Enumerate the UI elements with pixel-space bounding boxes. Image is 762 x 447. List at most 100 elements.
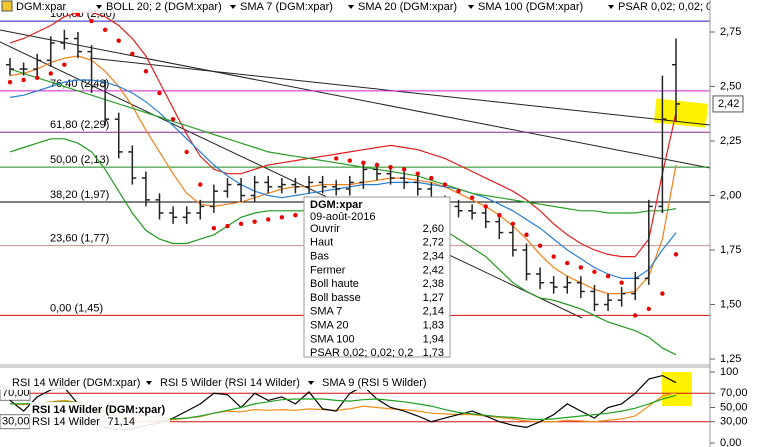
legend-title: DGM:xpar bbox=[16, 1, 66, 13]
tooltip-value: 1,27 bbox=[423, 292, 444, 304]
trend-line bbox=[89, 57, 711, 126]
trend-line bbox=[0, 29, 711, 169]
psar-dot bbox=[442, 182, 448, 187]
level-label: 38,20 (1,97) bbox=[50, 189, 109, 201]
tooltip-value: 2,60 bbox=[423, 223, 444, 235]
psar-dot bbox=[198, 182, 203, 187]
psar-dot bbox=[578, 265, 584, 270]
level-label: 0,00 (1,45) bbox=[50, 302, 103, 314]
tooltip-value: 1,73 bbox=[423, 347, 444, 359]
psar-dot bbox=[184, 149, 189, 155]
y-tick-label: 50,00 bbox=[720, 401, 748, 413]
panel-separator bbox=[0, 364, 762, 368]
legend-entry: SMA 20 (DGM:xpar) bbox=[358, 1, 457, 13]
level-label: 100,00 (2,80) bbox=[50, 8, 115, 20]
tooltip-value: 2,34 bbox=[423, 251, 444, 263]
psar-dot bbox=[605, 273, 611, 279]
tooltip-label: Boll haute bbox=[310, 278, 359, 290]
tooltip-label: Fermer bbox=[310, 264, 346, 276]
legend-entry: SMA 7 (DGM:xpar) bbox=[240, 1, 333, 13]
psar-dot bbox=[429, 175, 434, 181]
psar-dot bbox=[388, 164, 393, 170]
tooltip-label: Ouvrir bbox=[310, 223, 340, 235]
psar-dot bbox=[646, 306, 652, 312]
psar-dot bbox=[619, 280, 624, 285]
legend-entry: RSI 14 Wilder (DGM:xpar) bbox=[12, 377, 140, 389]
last-price-box bbox=[712, 95, 744, 113]
psar-dot bbox=[225, 223, 230, 229]
psar-dot bbox=[551, 254, 556, 259]
legend-marker bbox=[146, 381, 152, 385]
legend-marker bbox=[468, 5, 474, 9]
psar-dot bbox=[456, 188, 461, 194]
tooltip-label: SMA 20 bbox=[310, 320, 349, 332]
legend-entry: PSAR 0,02; 0,02; 0,2 bbox=[618, 1, 721, 13]
legend-entry: SMA 9 (RSI 5 Wilder) bbox=[322, 377, 427, 389]
tooltip-date: 09-août-2016 bbox=[310, 211, 375, 223]
y-tick-label: 1,75 bbox=[720, 244, 741, 256]
psar-dot bbox=[89, 18, 94, 24]
legend-entry: SMA 100 (DGM:xpar) bbox=[478, 1, 583, 13]
tooltip-title: DGM:xpar bbox=[310, 199, 363, 211]
psar-dot bbox=[62, 62, 67, 67]
tooltip-label: SMA 100 bbox=[310, 333, 355, 345]
tooltip-label: SMA 7 bbox=[310, 306, 342, 318]
axis-background bbox=[710, 0, 762, 447]
psar-dot bbox=[252, 219, 257, 224]
y-tick-label: 1,50 bbox=[720, 298, 741, 310]
y-tick-label: 2,50 bbox=[720, 80, 741, 92]
psar-dot bbox=[633, 313, 638, 318]
tooltip-box bbox=[303, 196, 451, 358]
legend-marker bbox=[96, 5, 102, 9]
last-price-label: 2,42 bbox=[718, 98, 739, 110]
y-tick-label: 2,75 bbox=[720, 26, 741, 38]
psar-dot bbox=[34, 75, 40, 80]
y-tick-label: 0,00 bbox=[720, 437, 741, 447]
legend-marker bbox=[348, 5, 354, 9]
level-label: 30,00 bbox=[2, 416, 30, 428]
psar-dot bbox=[130, 51, 135, 57]
psar-dot bbox=[401, 167, 407, 172]
legend-marker bbox=[308, 381, 314, 385]
psar-dot bbox=[524, 232, 529, 237]
psar-dot bbox=[48, 71, 53, 76]
psar-dot bbox=[211, 226, 217, 231]
legend-entry: BOLL 20; 2 (DGM:xpar) bbox=[106, 1, 222, 13]
indicator-line bbox=[9, 79, 677, 279]
psar-dot bbox=[497, 212, 502, 218]
psar-dot bbox=[334, 156, 339, 161]
readout-name: RSI 14 Wilder bbox=[32, 416, 100, 428]
legend-background bbox=[0, 0, 710, 13]
psar-dot bbox=[347, 158, 352, 163]
trend-line bbox=[0, 41, 583, 319]
psar-dot bbox=[102, 27, 108, 33]
psar-dot bbox=[116, 38, 121, 43]
legend-icon bbox=[1, 0, 13, 12]
psar-dot bbox=[293, 212, 298, 218]
readout-title: RSI 14 Wilder (DGM:xpar) bbox=[32, 404, 165, 416]
readout-value: 71,14 bbox=[107, 416, 135, 428]
level-label: 23,60 (1,77) bbox=[50, 233, 109, 245]
level-label: 50,00 (2,13) bbox=[50, 154, 109, 166]
y-tick-label: 100 bbox=[720, 366, 738, 378]
psar-dot bbox=[592, 269, 597, 275]
psar-dot bbox=[483, 204, 488, 209]
legend-entry: RSI 5 Wilder (RSI 14 Wilder) bbox=[160, 377, 300, 389]
psar-dot bbox=[7, 79, 13, 85]
psar-dot bbox=[673, 252, 679, 257]
y-tick-label: 2,00 bbox=[720, 189, 741, 201]
tooltip-value: 2,38 bbox=[423, 278, 444, 290]
psar-dot bbox=[565, 260, 570, 266]
psar-dot bbox=[170, 117, 176, 122]
psar-dot bbox=[21, 77, 26, 83]
psar-dot bbox=[537, 243, 543, 248]
tooltip-value: 2,72 bbox=[423, 237, 444, 249]
tooltip-value: 1,94 bbox=[423, 333, 444, 345]
value-axis: 2,75 2,50 2,25 2,00 1,75 1,50 1,25 2,42 100 70,00… bbox=[710, 26, 748, 447]
psar-dot bbox=[143, 69, 149, 74]
y-tick-label: 2,25 bbox=[720, 135, 741, 147]
psar-dot bbox=[75, 12, 81, 17]
y-tick-label: 30,00 bbox=[720, 416, 748, 428]
